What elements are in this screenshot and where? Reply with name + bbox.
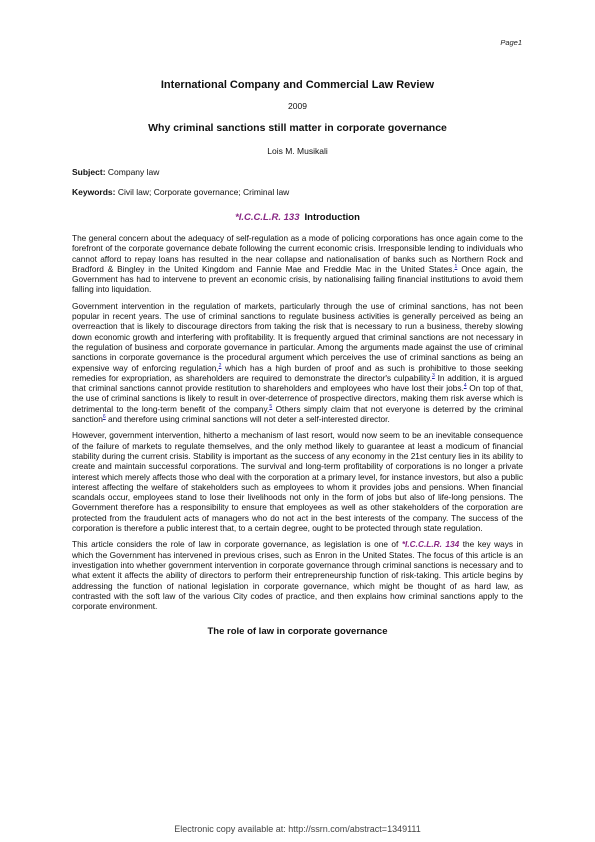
page-number: Page1 (500, 38, 522, 47)
footnote-ref-2[interactable]: 2 (218, 362, 222, 369)
article-title: Why criminal sanctions still matter in c… (148, 122, 447, 134)
footnote-ref-4[interactable]: 4 (463, 383, 467, 390)
text-run: which has a high burden of proof and as … (72, 362, 523, 383)
page-reference: *I.C.C.L.R. 134 (401, 539, 460, 550)
paragraph-2: Government intervention in the regulatio… (72, 301, 523, 425)
section-heading-role-of-law: The role of law in corporate governance (207, 626, 388, 638)
keywords-line: Keywords: Civil law; Corporate governanc… (72, 187, 523, 197)
page-reference: *I.C.C.L.R. 133 (235, 212, 300, 223)
subject-label: Subject: (72, 167, 106, 177)
author: Lois M. Musikali (267, 146, 328, 156)
keywords-label: Keywords: (72, 187, 116, 197)
subject-value: Company law (107, 167, 160, 177)
text-run: Once again, the Government has had to in… (72, 263, 523, 295)
subject-line: Subject: Company law (72, 167, 523, 177)
ssrn-footer: Electronic copy available at: http://ssr… (174, 824, 421, 834)
paragraph-3: However, government intervention, hither… (72, 430, 523, 534)
text-run: Government intervention in the regulatio… (72, 300, 523, 373)
footnote-ref-3[interactable]: 3 (432, 373, 435, 380)
introduction-heading: *I.C.C.L.R. 133 Introduction (72, 212, 523, 223)
journal-title: International Company and Commercial Law… (160, 79, 435, 91)
paragraph-1: The general concern about the adequacy o… (72, 233, 523, 295)
footnote-ref-1[interactable]: 1 (454, 264, 458, 271)
footnote-ref-6[interactable]: 6 (102, 414, 106, 421)
text-run: In addition, it is argued that criminal … (72, 372, 523, 394)
text-run: The general concern about the adequacy o… (72, 233, 523, 274)
text-run: On top of that, the use of criminal sanc… (72, 383, 524, 414)
article: International Company and Commercial Law… (72, 70, 523, 647)
text-run: and therefore using criminal sanctions w… (105, 414, 390, 425)
text-run: Others simply claim that not everyone is… (72, 403, 523, 425)
keywords-value: Civil law; Corporate governance; Crimina… (117, 187, 290, 197)
footnote-ref-5[interactable]: 5 (269, 403, 273, 410)
text-run: This article considers the role of law i… (72, 539, 402, 550)
paragraph-4: This article considers the role of law i… (72, 539, 523, 611)
publication-year: 2009 (288, 101, 307, 111)
text-run: the key ways in which the Government has… (72, 539, 523, 612)
heading-text: Introduction (304, 212, 360, 223)
